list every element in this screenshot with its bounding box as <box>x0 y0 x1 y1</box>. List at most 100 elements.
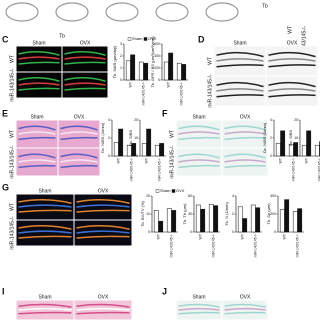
y-tick-label: 0 <box>148 230 150 234</box>
bar <box>237 206 243 233</box>
x-tick-label: WT <box>144 157 148 163</box>
row-label: WT <box>9 203 15 211</box>
micrograph-detail <box>224 153 266 159</box>
micrograph-detail <box>216 94 264 98</box>
bar <box>166 208 172 233</box>
bar <box>141 143 147 157</box>
x-tick-label: WT <box>156 233 160 239</box>
bar <box>168 52 174 81</box>
bar <box>279 209 285 233</box>
micrograph-detail <box>60 125 98 131</box>
micrograph-detail <box>18 225 72 230</box>
micrograph-detail <box>216 51 264 58</box>
micrograph-detail <box>76 225 130 230</box>
micrograph-detail <box>18 136 56 141</box>
bar <box>138 61 144 81</box>
micrograph-detail <box>18 87 60 91</box>
x-tick-label: WT <box>278 157 282 163</box>
micrograph-detail <box>60 159 98 163</box>
row-label: miR-143/145-/- <box>9 68 15 102</box>
y-tick-label: 0 <box>274 230 276 234</box>
panel-letter: J <box>162 286 167 296</box>
x-tick-label: miR-143/145-/- <box>295 233 299 257</box>
bone-section <box>5 2 39 22</box>
column-label: Sham <box>233 40 246 46</box>
y-tick-label: 0 <box>190 230 192 234</box>
micrograph-detail <box>76 199 130 204</box>
micrograph <box>74 220 132 246</box>
micrograph <box>16 46 62 72</box>
y-axis-label: Oc. N/BS (1/mm) <box>262 122 267 153</box>
panel-letter: C <box>2 34 9 44</box>
micrograph-detail <box>60 131 98 135</box>
micrograph-detail <box>76 307 130 311</box>
x-tick-label: miR-143/145-/- <box>291 157 295 181</box>
y-axis-label: Oc. N/BS (1/mm) <box>100 122 105 153</box>
micrograph <box>266 46 318 76</box>
micrograph-detail <box>178 125 220 131</box>
column-label: OVX <box>98 188 109 194</box>
y-tick-label: 400 <box>270 194 276 198</box>
x-tick-label: WT <box>304 157 308 163</box>
micrograph-detail <box>18 204 72 208</box>
bar <box>250 204 256 233</box>
x-tick-label: miR-143/145-/- <box>169 233 173 257</box>
y-tick-label: 0 <box>296 154 298 158</box>
legend-swatch <box>155 189 160 193</box>
y-axis-label: Tb. N (1/mm) <box>224 202 229 226</box>
micrograph <box>222 148 268 176</box>
micrograph <box>58 120 100 148</box>
micrograph-detail <box>18 199 72 204</box>
micrograph-detail <box>178 303 220 308</box>
micrograph-detail <box>178 307 220 311</box>
micrograph-detail <box>76 303 130 308</box>
micrograph-detail <box>268 94 316 98</box>
top-bones <box>5 2 239 22</box>
micrograph-detail <box>60 164 98 169</box>
bar <box>314 144 320 157</box>
micrograph <box>16 194 74 220</box>
micrograph-detail <box>178 311 220 315</box>
x-tick-label: miR-143/145-/- <box>129 157 133 181</box>
y-tick-label: 0 <box>270 154 272 158</box>
row-label: WT <box>9 55 15 63</box>
x-tick-label: WT <box>282 233 286 239</box>
micrograph-detail <box>18 56 60 60</box>
bone-section <box>105 2 139 22</box>
y-tick-label: 0 <box>136 154 138 158</box>
y-tick-label: 2 <box>270 136 272 140</box>
micrograph <box>176 120 222 148</box>
bar <box>181 64 187 81</box>
bar <box>163 61 169 81</box>
x-tick-label: miR-143/145-/- <box>141 81 145 105</box>
bar <box>118 128 124 157</box>
legend-swatch <box>143 37 148 41</box>
bone-section <box>205 2 239 22</box>
bar <box>284 199 290 233</box>
panel-letter: I <box>2 286 5 296</box>
column-label: Sham <box>30 114 43 120</box>
bar <box>213 205 219 233</box>
panel-letter: G <box>2 182 9 192</box>
micrograph-detail <box>18 230 72 234</box>
bar <box>159 143 165 157</box>
micrograph-detail <box>64 61 106 65</box>
micrograph-detail <box>18 153 56 159</box>
bar <box>292 211 298 233</box>
y-tick-label: 20 <box>134 118 138 122</box>
bar <box>146 128 152 157</box>
x-tick-label: miR-143/145-/- <box>317 157 320 181</box>
y-tick-label: 200 <box>154 66 160 70</box>
bar <box>131 143 137 157</box>
column-label: OVX <box>74 114 85 120</box>
micrograph-detail <box>18 311 72 315</box>
micrograph-detail <box>224 136 266 141</box>
bar <box>195 204 201 233</box>
micrograph <box>74 194 132 220</box>
y-tick-label: 1 <box>120 66 122 70</box>
row-label: WT <box>207 57 213 65</box>
bar <box>242 218 248 233</box>
bar <box>171 210 177 233</box>
